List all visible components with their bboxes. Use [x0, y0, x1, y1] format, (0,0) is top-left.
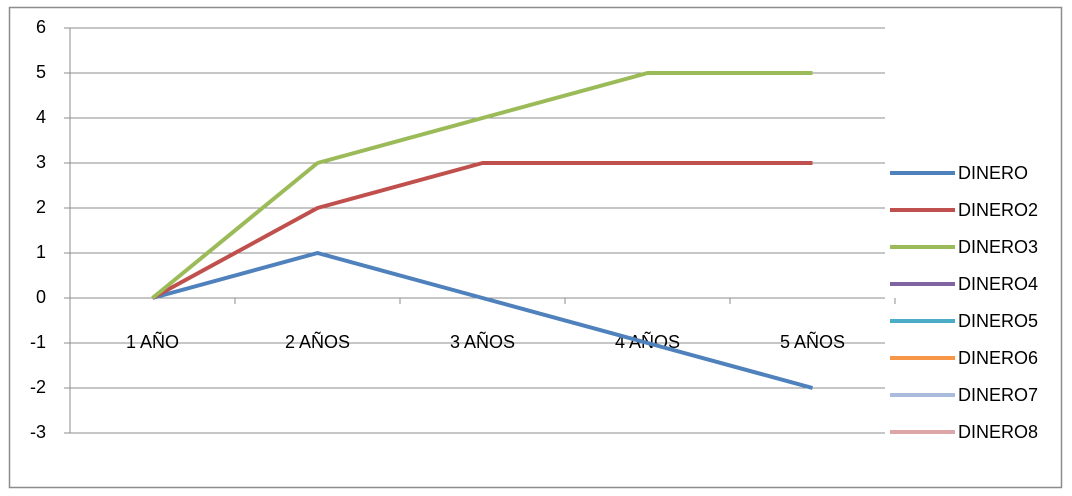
legend-label: DINERO8: [958, 422, 1038, 442]
legend-label: DINERO6: [958, 348, 1038, 368]
y-tick-label: -1: [30, 332, 46, 352]
y-tick-label: 0: [36, 287, 46, 307]
series-line: [151, 161, 813, 300]
x-tick-label: 2 AÑOS: [285, 331, 350, 352]
series-line: [151, 251, 814, 390]
y-tick-label: 2: [36, 197, 46, 217]
x-tick-label: 5 AÑOS: [780, 331, 845, 352]
legend-label: DINERO2: [958, 200, 1038, 220]
x-tick-label: 1 AÑO: [126, 331, 179, 352]
y-tick-label: 6: [36, 17, 46, 37]
chart-border: [8, 6, 1063, 489]
legend-label: DINERO: [958, 163, 1028, 183]
legend-label: DINERO4: [958, 274, 1038, 294]
series-line: [151, 71, 813, 300]
y-tick-label: 4: [36, 107, 46, 127]
legend-label: DINERO7: [958, 385, 1038, 405]
y-tick-label: -2: [30, 377, 46, 397]
legend-label: DINERO3: [958, 237, 1038, 257]
y-tick-label: 5: [36, 62, 46, 82]
y-tick-label: -3: [30, 422, 46, 442]
y-tick-label: 1: [36, 242, 46, 262]
y-tick-label: 3: [36, 152, 46, 172]
legend-label: DINERO5: [958, 311, 1038, 331]
x-tick-label: 3 AÑOS: [450, 331, 515, 352]
